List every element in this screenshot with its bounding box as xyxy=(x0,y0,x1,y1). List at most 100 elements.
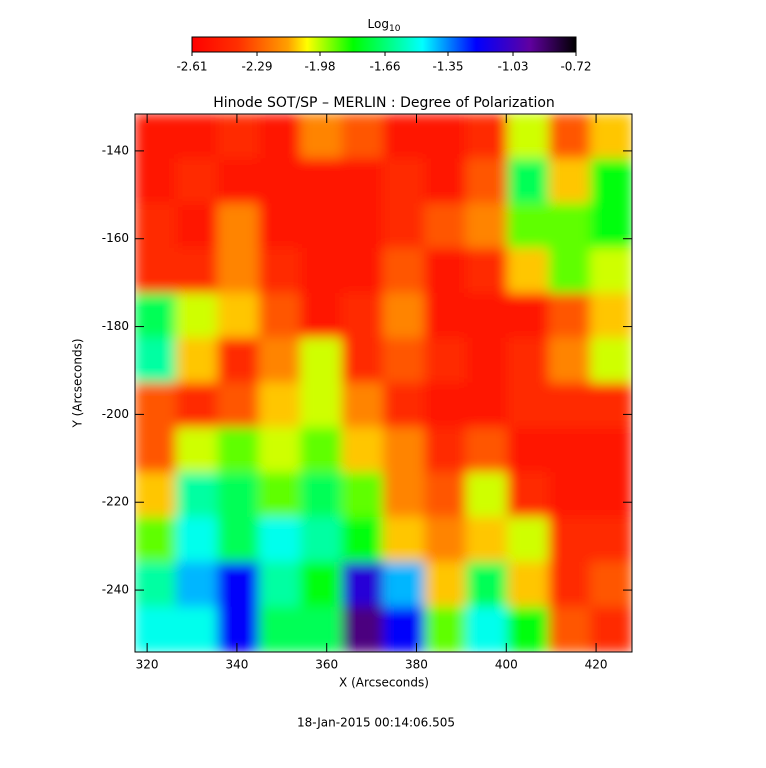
heatmap-cell xyxy=(424,248,467,294)
heatmap-cell xyxy=(341,561,384,608)
heatmap-cell xyxy=(300,606,343,652)
heatmap-cell xyxy=(341,337,384,384)
colorbar-tick-label: -2.61 xyxy=(176,60,207,74)
y-tick-label: -140 xyxy=(102,143,129,157)
heatmap-cell xyxy=(383,337,426,384)
x-tick-label: 400 xyxy=(495,658,518,672)
heatmap-cell xyxy=(590,427,632,474)
heatmap-cell xyxy=(135,203,177,249)
heatmap-cell xyxy=(548,427,592,474)
chart-title: Hinode SOT/SP – MERLIN : Degree of Polar… xyxy=(213,95,555,111)
heatmap-cell xyxy=(548,561,592,608)
heatmap-cell xyxy=(135,337,177,384)
heatmap-cell xyxy=(383,472,426,518)
y-tick-label: -220 xyxy=(102,495,129,509)
heatmap-cell xyxy=(217,517,260,563)
heatmap-cell xyxy=(465,382,509,429)
heatmap-cell xyxy=(548,114,592,160)
heatmap-cell xyxy=(548,606,592,652)
heatmap-cell xyxy=(217,427,260,474)
heatmap-cell xyxy=(135,292,177,339)
colorbar-tick-label: -1.66 xyxy=(369,60,400,74)
heatmap-cell xyxy=(590,292,632,339)
heatmap-cell xyxy=(300,382,343,429)
x-tick-label: 380 xyxy=(405,658,428,672)
heatmap xyxy=(135,114,632,652)
heatmap-cell xyxy=(507,203,550,249)
heatmap-cell xyxy=(258,472,302,518)
heatmap-cell xyxy=(217,472,260,518)
heatmap-cell xyxy=(507,427,550,474)
heatmap-cell xyxy=(507,472,550,518)
heatmap-cell xyxy=(590,337,632,384)
heatmap-cell xyxy=(548,472,592,518)
heatmap-cell xyxy=(507,606,550,652)
heatmap-cell xyxy=(300,517,343,563)
colorbar-label-text: Log xyxy=(368,17,389,31)
colorbar-tick-label: -1.03 xyxy=(497,60,528,74)
heatmap-cell xyxy=(258,158,302,205)
heatmap-cell xyxy=(383,203,426,249)
heatmap-cell xyxy=(175,472,219,518)
heatmap-cell xyxy=(590,158,632,205)
colorbar-label-sub: 10 xyxy=(389,24,401,34)
heatmap-cell xyxy=(175,292,219,339)
heatmap-cell xyxy=(590,606,632,652)
heatmap-cell xyxy=(507,337,550,384)
heatmap-cell xyxy=(465,472,509,518)
heatmap-cell xyxy=(135,517,177,563)
colorbar-tick-label: -0.72 xyxy=(560,60,591,74)
heatmap-cell xyxy=(548,517,592,563)
heatmap-cell xyxy=(135,561,177,608)
heatmap-cell xyxy=(383,292,426,339)
heatmap-cell xyxy=(300,292,343,339)
heatmap-cell xyxy=(548,248,592,294)
heatmap-cell xyxy=(383,382,426,429)
y-tick-label: -160 xyxy=(102,231,129,245)
heatmap-cell xyxy=(341,472,384,518)
x-tick-label: 320 xyxy=(136,658,159,672)
colorbar-tick-label: -2.29 xyxy=(241,60,272,74)
heatmap-cell xyxy=(590,248,632,294)
heatmap-cell xyxy=(507,382,550,429)
heatmap-cell xyxy=(383,158,426,205)
heatmap-cell xyxy=(135,382,177,429)
heatmap-cell xyxy=(258,203,302,249)
heatmap-cell xyxy=(548,382,592,429)
plot-frame xyxy=(134,113,633,653)
heatmap-cell xyxy=(135,114,177,160)
heatmap-cell xyxy=(383,561,426,608)
heatmap-cell xyxy=(465,158,509,205)
heatmap-cell xyxy=(258,292,302,339)
heatmap-cell xyxy=(300,427,343,474)
heatmap-cell xyxy=(590,561,632,608)
heatmap-cell xyxy=(548,292,592,339)
heatmap-cell xyxy=(135,427,177,474)
heatmap-cell xyxy=(590,203,632,249)
heatmap-cell xyxy=(175,606,219,652)
heatmap-cell xyxy=(300,337,343,384)
heatmap-cell xyxy=(135,472,177,518)
heatmap-cell xyxy=(175,517,219,563)
heatmap-cell xyxy=(300,203,343,249)
heatmap-cell xyxy=(424,292,467,339)
x-tick-label: 420 xyxy=(585,658,608,672)
heatmap-cell xyxy=(424,382,467,429)
heatmap-cell xyxy=(341,606,384,652)
colorbar-label: Log10 xyxy=(368,17,401,34)
timestamp: 18-Jan-2015 00:14:06.505 xyxy=(297,716,455,730)
heatmap-cell xyxy=(217,158,260,205)
heatmap-cell xyxy=(341,158,384,205)
heatmap-cell xyxy=(258,606,302,652)
heatmap-cell xyxy=(300,248,343,294)
y-tick-label: -180 xyxy=(102,319,129,333)
heatmap-cell xyxy=(424,561,467,608)
heatmap-cell xyxy=(300,561,343,608)
heatmap-cell xyxy=(135,158,177,205)
heatmap-cell xyxy=(300,158,343,205)
heatmap-cell xyxy=(135,248,177,294)
heatmap-cell xyxy=(424,517,467,563)
colorbar-tick-label: -1.98 xyxy=(304,60,335,74)
y-tick-label: -240 xyxy=(102,583,129,597)
heatmap-cell xyxy=(465,606,509,652)
